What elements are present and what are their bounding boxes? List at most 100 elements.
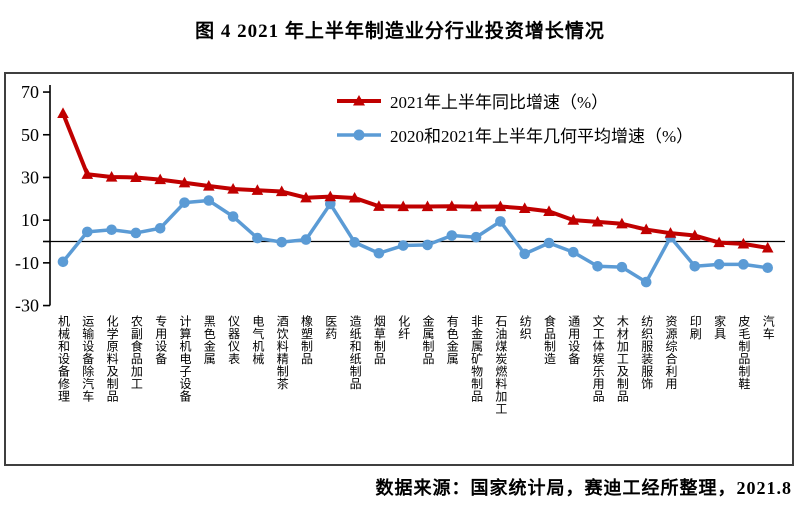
series-line-0 <box>61 112 769 250</box>
series-0-marker <box>640 223 652 235</box>
chart-title: 图 4 2021 年上半年制造业分行业投资增长情况 <box>195 21 605 42</box>
series-1-marker <box>397 240 409 251</box>
series-1-marker <box>349 237 360 248</box>
series-0-marker <box>421 200 434 212</box>
series-1-marker <box>738 259 749 270</box>
series-0-marker <box>761 241 774 253</box>
y-tick-label: 50 <box>21 125 39 145</box>
series-0-marker <box>300 191 312 203</box>
series-0-marker <box>470 200 482 212</box>
plot-svg: 70 50 30 10 -10 -30 <box>15 82 785 316</box>
series-1-marker <box>568 246 579 258</box>
x-axis-label: 运输设备除汽车 <box>80 315 95 403</box>
x-axis-label: 农副食品加工 <box>129 315 144 390</box>
x-axis-label: 印刷 <box>688 315 703 340</box>
series-1-marker <box>227 211 239 222</box>
series-1-marker <box>325 198 336 210</box>
x-axis-label: 文工体娱乐用品 <box>591 315 606 403</box>
series-1-marker <box>495 216 506 227</box>
x-axis-label: 化纤 <box>396 315 411 340</box>
series-0-marker <box>348 191 361 203</box>
x-axis-label: 纺织服装服饰 <box>639 315 654 390</box>
x-axis-label: 造纸和纸制品 <box>348 315 363 390</box>
series-1-marker <box>154 222 166 234</box>
x-axis-label: 专用设备 <box>153 315 168 365</box>
series-0-marker <box>81 168 94 179</box>
y-tick-label: 30 <box>21 167 39 187</box>
series-1-marker <box>470 231 482 243</box>
series-0-marker <box>178 176 191 188</box>
x-axis-label: 木材加工及制品 <box>615 315 630 403</box>
x-axis-label: 酒饮料精制茶 <box>275 315 290 390</box>
series-1-marker <box>82 226 93 238</box>
x-axis-label: 食品制造 <box>542 315 557 365</box>
series-0-marker <box>130 171 142 183</box>
series-1-marker <box>446 230 458 241</box>
series-0-marker <box>203 179 215 191</box>
series-0-marker <box>494 200 507 212</box>
x-axis-label: 皮毛制品制鞋 <box>736 315 751 390</box>
x-axis-label: 计算机电子设备 <box>178 315 192 403</box>
y-tick-label: -30 <box>15 296 39 316</box>
x-axis-label: 机械和设备修理 <box>56 315 71 403</box>
series-0-marker <box>105 171 118 182</box>
series-1-marker <box>106 224 117 236</box>
x-axis-label: 家具 <box>712 315 727 340</box>
y-tick-label: -10 <box>15 253 39 273</box>
x-axis-label: 通用设备 <box>566 315 581 365</box>
blue-circle-line-swatch <box>337 129 381 140</box>
series-0-marker <box>446 200 458 211</box>
series-0-marker <box>251 184 264 195</box>
series-0-marker <box>713 236 725 248</box>
series-1-marker <box>252 232 263 244</box>
y-tick-label: 10 <box>21 210 39 230</box>
x-axis-label: 有色金属 <box>445 315 460 365</box>
series-1-marker <box>422 239 433 251</box>
series-1-marker <box>179 197 190 208</box>
legend-label-yoy: 2021年上半年同比增速（%） <box>390 93 609 112</box>
x-axis-label: 纺织 <box>518 315 533 340</box>
series-0-marker <box>567 214 580 225</box>
series-0-marker <box>518 202 531 214</box>
x-axis-label: 黑色金属 <box>202 315 217 365</box>
series-0-marker <box>616 217 628 229</box>
series-1-marker <box>543 237 555 249</box>
x-axis-label: 资源综合利用 <box>664 315 678 390</box>
series-1-marker <box>640 276 652 288</box>
legend: 2021年上半年同比增速（%） 2020和2021年上半年几何平均增速（%） <box>336 88 693 147</box>
series-1-marker <box>300 234 312 245</box>
x-axis-label: 烟草制品 <box>372 315 387 365</box>
legend-item-yoy: 2021年上半年同比增速（%） <box>336 88 693 113</box>
series-0-marker <box>543 205 555 216</box>
x-axis-label: 电气机械 <box>250 315 265 365</box>
series-1-marker <box>689 260 701 272</box>
red-triangle-line-swatch <box>337 94 381 105</box>
x-axis-label: 仪器仪表 <box>226 315 241 365</box>
series-0-marker <box>57 107 69 118</box>
series-0-marker <box>227 182 239 194</box>
series-1-marker <box>373 247 385 259</box>
series-0-marker <box>591 215 604 227</box>
x-axis-label: 橡塑制品 <box>299 315 314 365</box>
series-0-marker <box>737 237 750 249</box>
series-1-marker <box>130 227 142 239</box>
series-1-marker <box>762 262 773 274</box>
x-axis-label: 汽车 <box>761 315 776 340</box>
legend-label-geomean: 2020和2021年上半年几何平均增速（%） <box>390 127 694 146</box>
y-tick-label: 70 <box>21 82 39 102</box>
series-1-marker <box>276 236 288 248</box>
series-1-marker <box>713 259 725 270</box>
series-0-marker <box>689 229 701 241</box>
x-axis-label: 金属制品 <box>421 315 435 365</box>
chart-area: 70 50 30 10 -10 -30 2021年上半年同比增速（%） 2020和2021… <box>4 72 794 466</box>
series-1-marker <box>203 195 215 206</box>
series-1-marker <box>57 256 69 268</box>
series-1-marker <box>519 248 530 260</box>
x-axis-label: 石油煤炭燃料加工 <box>493 315 508 415</box>
x-axis-label: 化学原料及制品 <box>105 315 120 403</box>
legend-item-geomean: 2020和2021年上半年几何平均增速（%） <box>336 122 693 147</box>
series-1-marker <box>592 260 603 272</box>
data-source-note: 数据来源：国家统计局，赛迪工经所整理，2021.8 <box>375 478 792 498</box>
series-0-marker <box>275 185 288 197</box>
